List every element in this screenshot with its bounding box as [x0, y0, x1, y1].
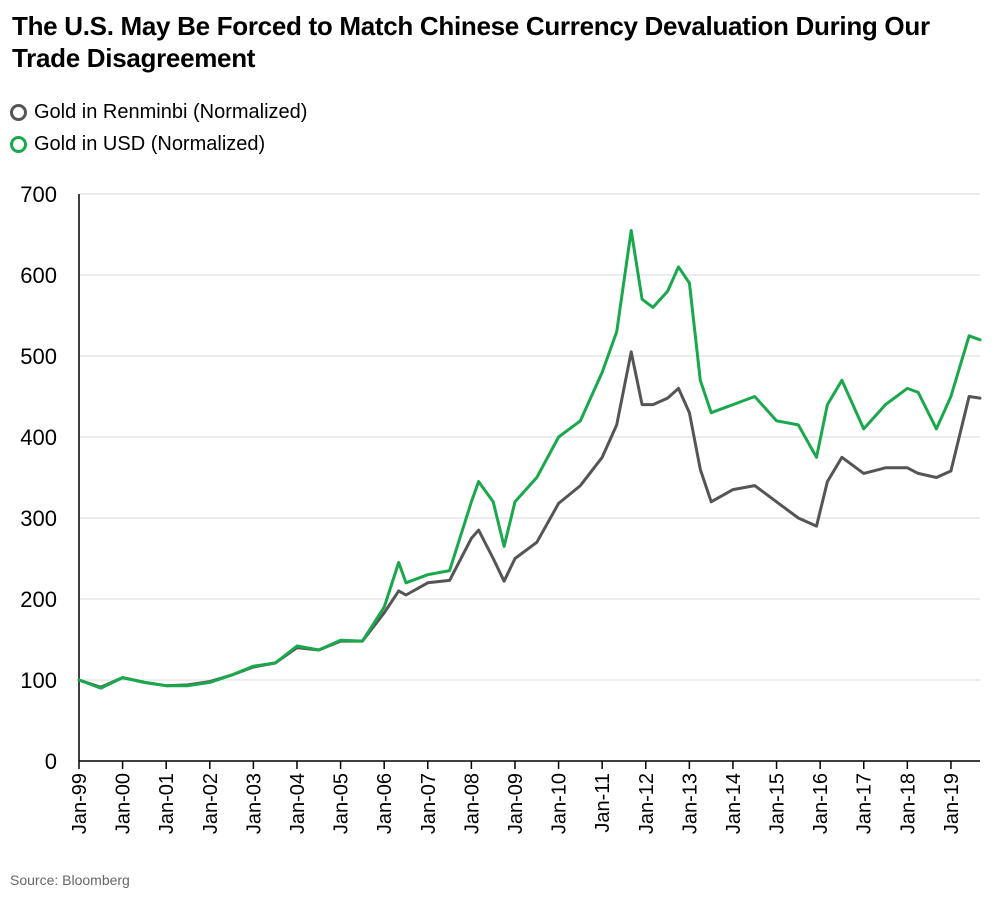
- series-line-renminbi: [77, 350, 982, 689]
- x-tick-label: Jan-08: [461, 773, 483, 834]
- chart-title: The U.S. May Be Forced to Match Chinese …: [12, 11, 930, 73]
- x-tick-label: Jan-04: [287, 773, 309, 834]
- y-tick-label: 0: [45, 749, 57, 774]
- legend-item-usd: Gold in USD (Normalized): [10, 128, 307, 160]
- y-tick-label: 600: [20, 263, 57, 288]
- x-tick-label: Jan-15: [767, 773, 789, 834]
- y-tick-label: 400: [20, 425, 57, 450]
- x-tick-label: Jan-05: [331, 773, 353, 834]
- legend-item-renminbi: Gold in Renminbi (Normalized): [10, 96, 307, 128]
- y-tick-label: 100: [20, 668, 57, 693]
- y-tick-label: 700: [20, 182, 57, 207]
- x-tick-label: Jan-01: [156, 773, 178, 834]
- x-tick-label: Jan-00: [113, 773, 135, 834]
- legend-label-usd: Gold in USD (Normalized): [34, 132, 266, 155]
- legend: Gold in Renminbi (Normalized) Gold in US…: [10, 96, 307, 160]
- x-tick-label: Jan-02: [200, 773, 222, 834]
- x-tick-label: Jan-17: [854, 773, 876, 834]
- series-lines: [77, 229, 982, 690]
- y-tick-label: 300: [20, 506, 57, 531]
- x-tick-label: Jan-12: [636, 773, 658, 834]
- x-tick-label: Jan-09: [505, 773, 527, 834]
- x-axis: Jan-99 Jan-00 Jan-01 Jan-02 Jan-03 Jan-04 Jan-…: [69, 761, 963, 834]
- x-tick-label: Jan-11: [592, 773, 614, 833]
- legend-marker-usd: [10, 135, 27, 153]
- source-note: Source: Bloomberg: [10, 872, 130, 888]
- x-tick-label: Jan-06: [374, 773, 396, 834]
- x-tick-label: Jan-10: [549, 773, 571, 834]
- y-axis: 0 100 200 300 400 500 600 700: [20, 182, 980, 774]
- y-tick-label: 500: [20, 344, 57, 369]
- x-tick-label: Jan-14: [723, 773, 745, 834]
- y-tick-label: 200: [20, 587, 57, 612]
- x-tick-label: Jan-18: [897, 773, 919, 834]
- x-tick-label: Jan-99: [69, 773, 91, 834]
- x-tick-label: Jan-07: [418, 773, 440, 834]
- x-tick-label: Jan-13: [679, 773, 701, 834]
- gridlines: [79, 193, 980, 681]
- legend-marker-renminbi: [10, 103, 27, 121]
- x-tick-label: Jan-16: [810, 773, 832, 834]
- x-tick-label: Jan-03: [243, 773, 265, 834]
- legend-label-renminbi: Gold in Renminbi (Normalized): [34, 100, 308, 123]
- series-line-usd: [77, 229, 982, 690]
- x-tick-label: Jan-19: [941, 773, 963, 834]
